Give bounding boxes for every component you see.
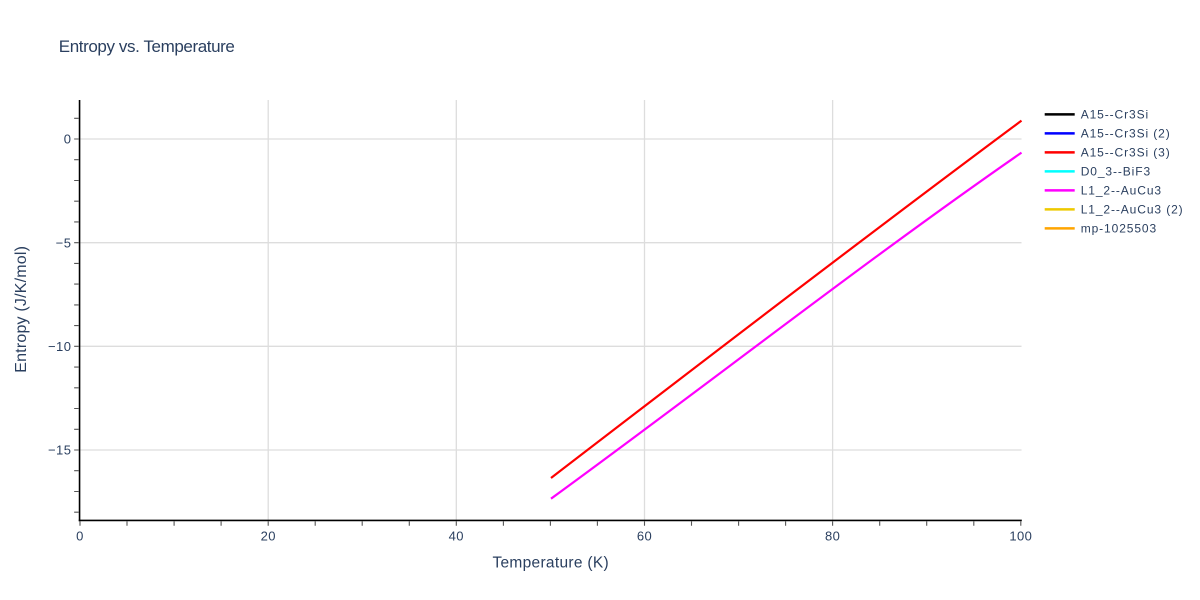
svg-text:0: 0 <box>76 529 84 544</box>
svg-text:Temperature (K): Temperature (K) <box>492 555 608 572</box>
svg-text:0: 0 <box>64 132 72 147</box>
svg-text:A15--Cr3Si: A15--Cr3Si <box>1081 108 1149 122</box>
svg-text:100: 100 <box>1009 529 1032 544</box>
svg-text:Entropy (J/K/mol): Entropy (J/K/mol) <box>13 246 30 373</box>
svg-text:L1_2--AuCu3 (2): L1_2--AuCu3 (2) <box>1081 203 1184 217</box>
svg-text:60: 60 <box>637 529 652 544</box>
svg-text:mp-1025503: mp-1025503 <box>1081 222 1157 236</box>
svg-text:20: 20 <box>261 529 276 544</box>
svg-text:−5: −5 <box>56 235 72 250</box>
svg-text:80: 80 <box>825 529 840 544</box>
svg-text:Entropy vs. Temperature: Entropy vs. Temperature <box>59 37 235 56</box>
svg-text:D0_3--BiF3: D0_3--BiF3 <box>1081 165 1151 179</box>
svg-text:A15--Cr3Si (3): A15--Cr3Si (3) <box>1081 146 1171 160</box>
svg-text:A15--Cr3Si (2): A15--Cr3Si (2) <box>1081 127 1171 141</box>
svg-text:−15: −15 <box>48 443 72 458</box>
svg-text:L1_2--AuCu3: L1_2--AuCu3 <box>1081 184 1162 198</box>
svg-text:−10: −10 <box>48 339 72 354</box>
svg-text:40: 40 <box>449 529 464 544</box>
